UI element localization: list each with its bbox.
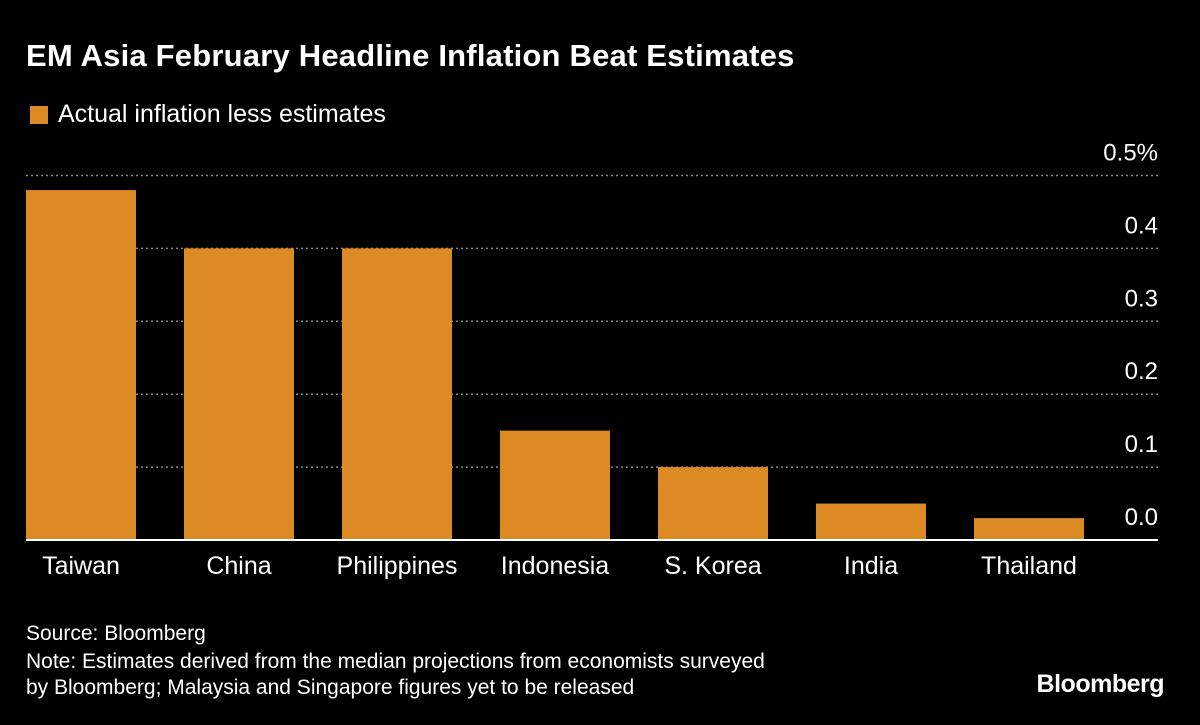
x-tick-label: India — [844, 552, 898, 580]
bloomberg-logo: Bloomberg — [1036, 670, 1165, 698]
y-tick-label: 0.5% — [1103, 140, 1158, 167]
legend-label: Actual inflation less estimates — [58, 100, 386, 128]
y-tick-label: 0.1 — [1125, 431, 1158, 458]
x-tick-label: China — [206, 552, 271, 580]
bar-philippines — [342, 248, 452, 540]
bar-s-korea — [658, 467, 768, 540]
x-tick-label: Philippines — [337, 552, 458, 580]
x-tick-label: S. Korea — [664, 552, 761, 580]
legend: Actual inflation less estimates — [30, 100, 386, 129]
bar-china — [184, 248, 294, 540]
legend-swatch — [30, 105, 48, 124]
bar-chart: 0.0 0.1 0.2 0.3 0.4 0.5% Taiwan China Philippine… — [26, 140, 1158, 580]
y-tick-label: 0.4 — [1125, 212, 1158, 239]
source-text: Source: Bloomberg — [26, 622, 206, 645]
x-tick-label: Thailand — [981, 552, 1077, 580]
bar-india — [816, 503, 926, 540]
note-line-2: by Bloomberg; Malaysia and Singapore fig… — [26, 676, 635, 699]
y-tick-label: 0.3 — [1125, 285, 1158, 312]
note-line-1: Note: Estimates derived from the median … — [26, 650, 765, 673]
bar-indonesia — [500, 430, 610, 540]
bar-taiwan — [26, 190, 136, 540]
y-tick-label: 0.2 — [1125, 358, 1158, 385]
bar-thailand — [974, 518, 1084, 540]
x-tick-label: Taiwan — [42, 552, 120, 580]
x-tick-label: Indonesia — [501, 552, 610, 580]
y-tick-label: 0.0 — [1125, 504, 1158, 531]
chart-title: EM Asia February Headline Inflation Beat… — [26, 38, 795, 73]
